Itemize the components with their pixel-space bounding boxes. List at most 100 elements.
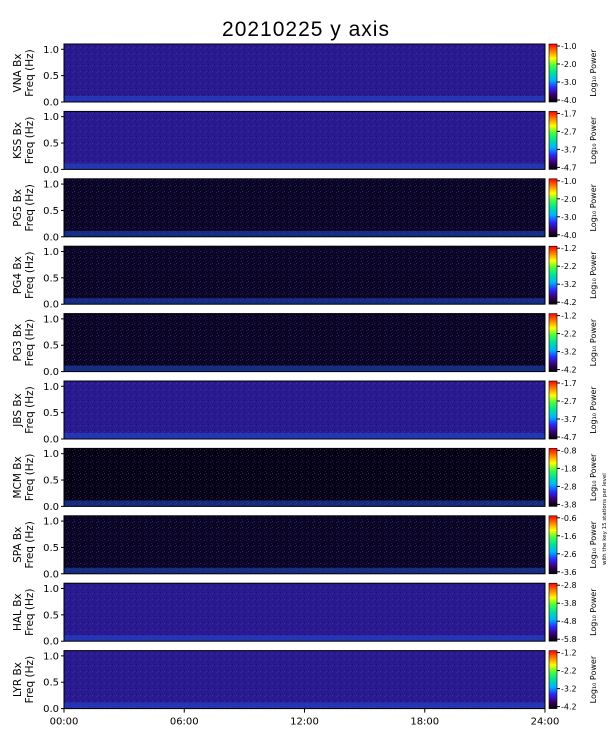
- colorbar-tick-label: -2.8: [561, 482, 577, 491]
- y-tick-label: 1.0: [43, 314, 59, 325]
- colorbar-label: Log₁₀ Power: [589, 251, 598, 299]
- colorbar-tick-label: -3.2: [561, 348, 577, 357]
- colorbar: [548, 313, 558, 372]
- y-tick-label: 1.0: [43, 584, 59, 595]
- y-tick-label: 0.5: [43, 610, 59, 621]
- y-tick-label: 1.0: [43, 382, 59, 393]
- colorbar-label: Log₁₀ Power: [589, 183, 598, 231]
- colorbar-tick-label: -3.2: [561, 280, 577, 289]
- panel-frame: [63, 447, 546, 507]
- spectrogram-texture: [64, 515, 545, 574]
- colorbar-label: Log₁₀ Power: [589, 386, 598, 434]
- y-tick-label: 0.0: [43, 98, 59, 109]
- side-note: with the key 15 stations per level: [602, 473, 608, 565]
- y-tick-label: 0.0: [43, 165, 59, 176]
- y-tick-label: 0.5: [43, 543, 59, 554]
- y-tick-label: 0.5: [43, 476, 59, 487]
- colorbar: [548, 178, 558, 238]
- frequency-axis-label: Freq (Hz): [24, 251, 36, 298]
- spectrogram-texture: [64, 448, 545, 507]
- spectrogram-texture: [64, 246, 545, 305]
- y-tick-label: 0.0: [43, 704, 59, 715]
- panel-mcm: 0.0 0.5 1.0 MCM Bx Freq (Hz) -0.8 -1.8 -2.8 -3.8…: [12, 446, 598, 513]
- colorbar-tick-label: -1.8: [561, 464, 577, 473]
- colorbar-tick-label: -1.0: [561, 42, 577, 51]
- colorbar-tick-label: -4.2: [561, 703, 577, 712]
- station-label: HAL Bx: [12, 593, 24, 631]
- spectrogram-texture: [64, 44, 545, 102]
- colorbar-tick-label: -3.7: [561, 415, 577, 424]
- colorbar-tick-label: -1.2: [561, 649, 577, 658]
- panel-frame: [63, 43, 546, 103]
- low-frequency-band: [64, 163, 545, 170]
- colorbar-label: Log₁₀ Power: [589, 520, 598, 568]
- low-frequency-band: [64, 500, 545, 507]
- station-label: VNA Bx: [12, 54, 24, 93]
- colorbar: [548, 245, 558, 305]
- colorbar-tick-label: -3.6: [561, 568, 577, 577]
- frequency-axis-label: Freq (Hz): [24, 117, 36, 164]
- colorbar-tick-label: -3.8: [561, 599, 577, 608]
- y-tick-label: 0.5: [43, 206, 59, 217]
- y-tick-label: 0.5: [43, 273, 59, 284]
- low-frequency-band: [64, 96, 545, 102]
- colorbar-tick-label: -1.2: [561, 312, 577, 321]
- colorbar: [548, 582, 558, 642]
- frequency-axis-label: Freq (Hz): [24, 656, 36, 703]
- panel-lyr: 0.0 0.5 1.0 LYR Bx Freq (Hz) -1.2 -2.2 -3.2 -4.2…: [12, 649, 598, 716]
- y-tick-label: 0.0: [43, 232, 59, 243]
- colorbar: [548, 111, 558, 170]
- colorbar-tick-label: -1.2: [561, 244, 577, 253]
- y-tick-label: 0.0: [43, 367, 59, 378]
- colorbar-tick-label: -3.2: [561, 685, 577, 694]
- y-tick-label: 0.5: [43, 71, 59, 82]
- colorbar-tick-label: -4.7: [561, 433, 577, 442]
- colorbar-tick-label: -4.0: [561, 231, 577, 240]
- colorbar-tick-label: -2.0: [561, 195, 577, 204]
- colorbar-tick-label: -3.7: [561, 145, 577, 154]
- x-tick-label: 12:00: [290, 717, 319, 728]
- colorbar-label: Log₁₀ Power: [589, 49, 598, 97]
- panel-frame: [63, 178, 546, 238]
- panel-pg4: 0.0 0.5 1.0 PG4 Bx Freq (Hz) -1.2 -2.2 -3.2 -4.2…: [12, 244, 598, 311]
- panel-frame: [63, 110, 546, 170]
- colorbar-tick-label: -0.8: [561, 446, 577, 455]
- station-label: LYR Bx: [12, 662, 24, 697]
- colorbar-tick-label: -2.2: [561, 667, 577, 676]
- y-tick-label: 0.0: [43, 637, 59, 648]
- colorbar: [548, 43, 558, 103]
- y-tick-label: 0.0: [43, 300, 59, 311]
- spectrogram-texture: [64, 313, 545, 372]
- panel-pg5: 0.0 0.5 1.0 PG5 Bx Freq (Hz) -1.0 -2.0 -3.0 -4.0…: [12, 177, 598, 244]
- station-label: PG3 Bx: [12, 324, 24, 362]
- y-tick-label: 1.0: [43, 45, 59, 56]
- spectrogram-texture: [64, 111, 545, 170]
- colorbar-tick-label: -4.8: [561, 617, 577, 626]
- spectrogram-texture: [64, 583, 545, 642]
- y-tick-label: 0.5: [43, 678, 59, 689]
- x-tick-label: 06:00: [170, 717, 199, 728]
- panel-frame: [63, 380, 546, 440]
- y-tick-label: 1.0: [43, 247, 59, 258]
- colorbar-tick-label: -3.8: [561, 500, 577, 509]
- colorbar-tick-label: -2.0: [561, 60, 577, 69]
- frequency-axis-label: Freq (Hz): [24, 588, 36, 635]
- y-tick-label: 1.0: [43, 517, 59, 528]
- colorbar: [548, 448, 558, 507]
- colorbar: [548, 515, 558, 575]
- station-label: PG4 Bx: [12, 256, 24, 294]
- colorbar-tick-label: -1.0: [561, 177, 577, 186]
- colorbar-tick-label: -2.2: [561, 330, 577, 339]
- y-tick-label: 1.0: [43, 651, 59, 662]
- frequency-axis-label: Freq (Hz): [24, 386, 36, 433]
- y-tick-label: 0.5: [43, 139, 59, 150]
- colorbar-tick-label: -3.0: [561, 78, 577, 87]
- colorbar-tick-label: -2.7: [561, 127, 577, 136]
- y-tick-label: 0.5: [43, 408, 59, 419]
- colorbar-tick-label: -3.0: [561, 213, 577, 222]
- colorbar-label: Log₁₀ Power: [589, 116, 598, 164]
- colorbar-tick-label: -1.7: [561, 109, 577, 118]
- panel-frame: [63, 582, 546, 642]
- frequency-axis-label: Freq (Hz): [24, 49, 36, 96]
- low-frequency-band: [64, 567, 545, 574]
